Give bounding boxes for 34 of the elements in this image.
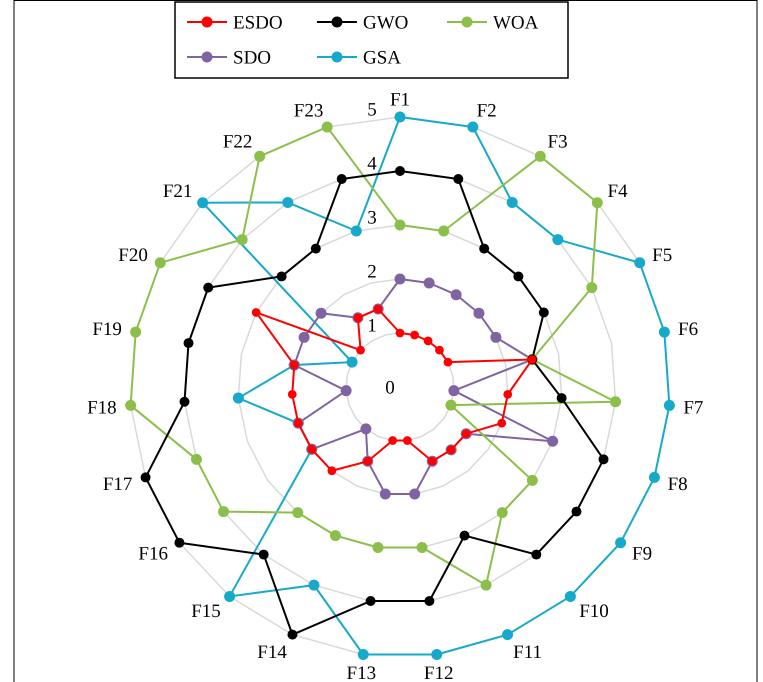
spoke-label: F19: [92, 319, 122, 340]
legend-label: GSA: [363, 48, 402, 69]
spoke-label: F2: [476, 100, 497, 122]
spoke-label: F9: [632, 544, 652, 565]
spoke-label: F17: [102, 474, 132, 496]
spoke-label: F6: [678, 319, 698, 340]
spoke-label: F22: [222, 132, 252, 153]
spoke-label: F8: [668, 474, 688, 496]
y-tick-label: 2: [367, 262, 377, 283]
spoke-label: F16: [138, 544, 168, 565]
legend-label: GWO: [363, 12, 408, 34]
spoke-label: F4: [608, 181, 628, 202]
legend-label: ESDO: [233, 12, 283, 34]
spoke-label: F18: [87, 397, 117, 418]
spoke-label: F1: [390, 90, 410, 111]
spoke-label: F3: [548, 132, 568, 153]
legend-label: SDO: [233, 48, 272, 69]
spoke-label: F13: [346, 662, 376, 682]
spoke-label: F10: [579, 601, 609, 622]
y-tick-label: 4: [367, 154, 378, 175]
spoke-label: F12: [424, 662, 454, 682]
spoke-label: F20: [118, 245, 148, 266]
y-tick-label: 3: [367, 208, 377, 229]
spoke-label: F7: [683, 397, 704, 418]
legend-label: WOA: [493, 12, 539, 34]
spoke-label: F21: [162, 181, 192, 202]
y-tick-label: 0: [385, 378, 395, 399]
spoke-label: F15: [191, 601, 221, 622]
y-tick-label: 5: [367, 100, 377, 121]
y-tick-label: 1: [367, 316, 377, 337]
spoke-label: F11: [513, 642, 542, 663]
spoke-label: F23: [294, 100, 324, 122]
spoke-label: F14: [257, 642, 288, 663]
spoke-label: F5: [652, 245, 672, 266]
